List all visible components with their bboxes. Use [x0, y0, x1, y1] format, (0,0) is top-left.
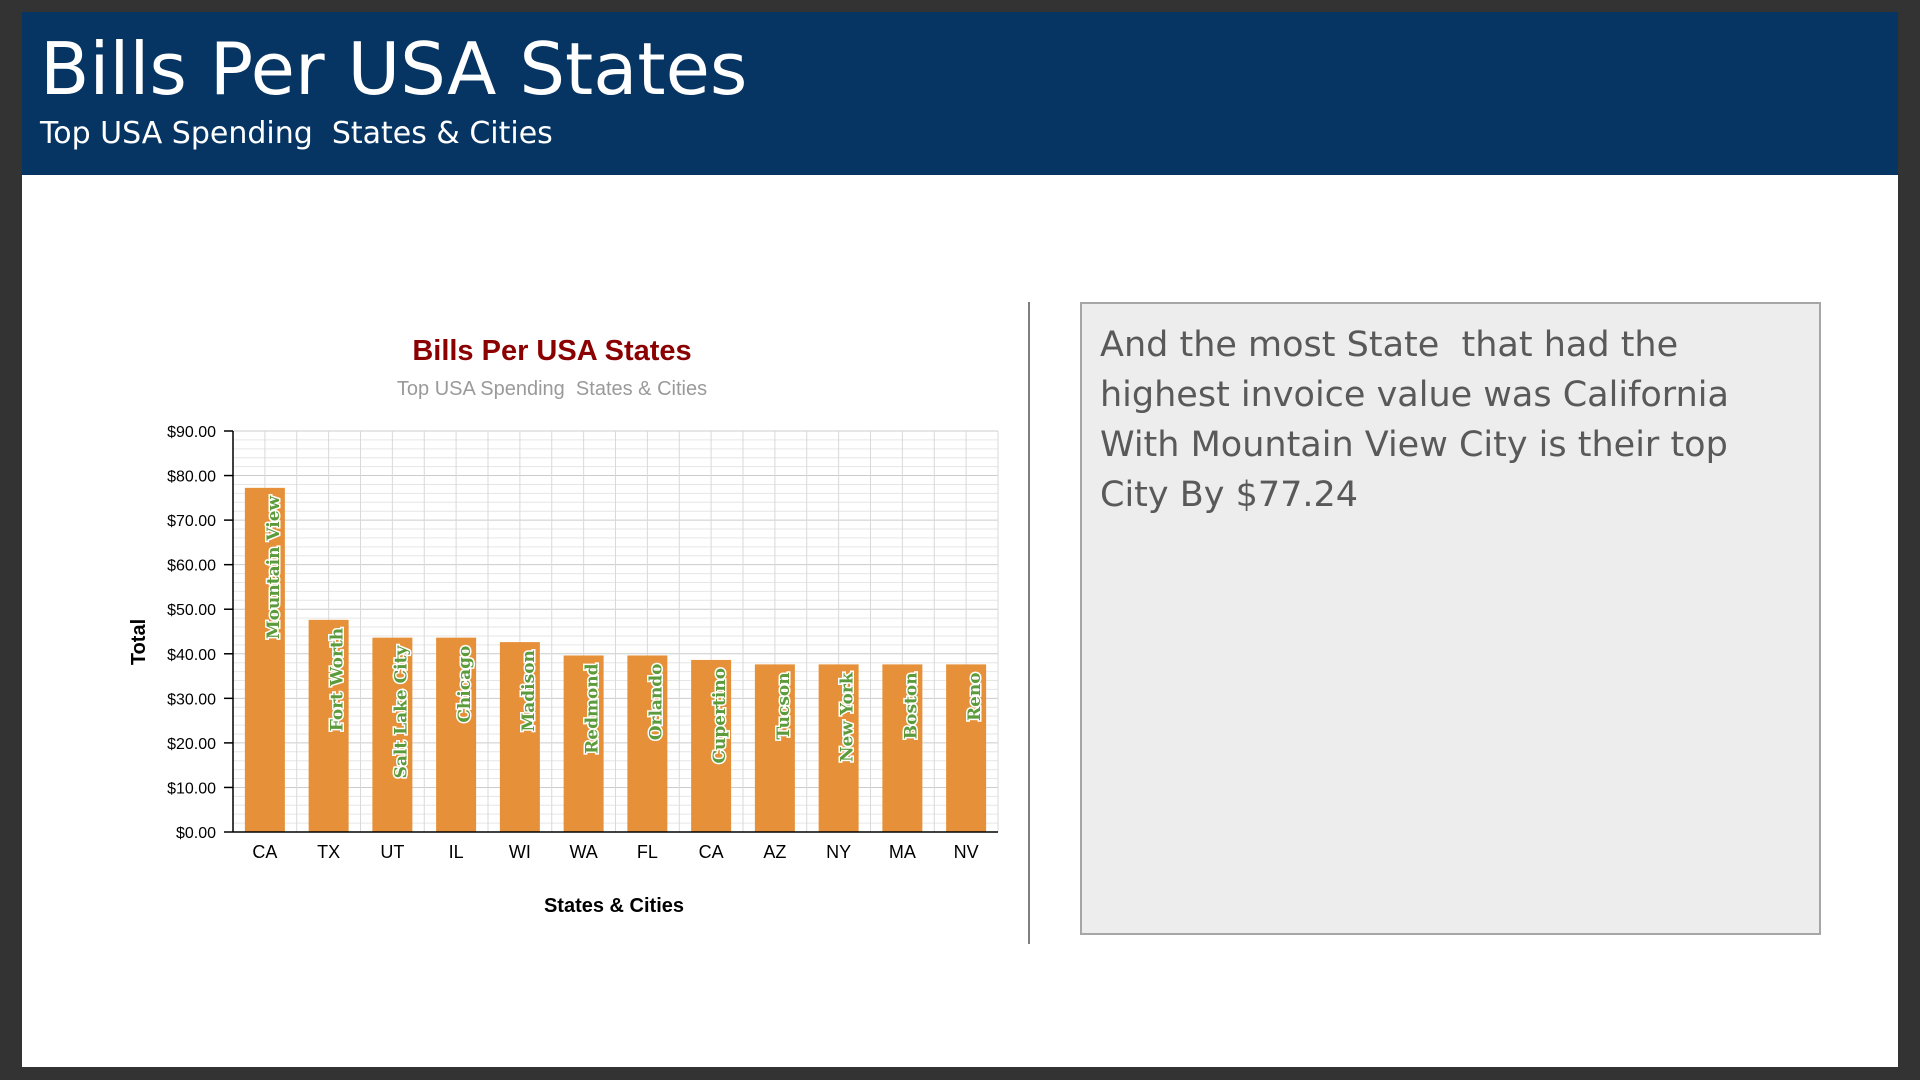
- y-tick-label: $10.00: [167, 780, 216, 797]
- y-axis-title: Total: [128, 619, 150, 665]
- y-tick-label: $50.00: [167, 602, 216, 619]
- summary-text: And the most State that had the highest …: [1100, 325, 1741, 515]
- y-tick-label: $70.00: [167, 513, 216, 530]
- chart-gridlines: [232, 430, 999, 833]
- bar: [563, 655, 604, 832]
- bar-city-label: Reno: [965, 672, 985, 721]
- slide-title: Bills Per USA States: [40, 27, 748, 111]
- bar-chart: Bills Per USA States Top USA Spending St…: [128, 335, 999, 917]
- bar: [372, 637, 413, 832]
- bar: [308, 619, 349, 832]
- x-tick-label: NY: [826, 842, 851, 862]
- bar-city-label: Mountain View: [264, 495, 284, 639]
- bar-city-label: Orlando: [646, 663, 666, 740]
- bar-city-label: Redmond: [583, 663, 603, 754]
- chart-subtitle: Top USA Spending States & Cities: [397, 378, 707, 400]
- bar-city-label: Madison: [519, 650, 539, 731]
- y-tick-label: $60.00: [167, 558, 216, 575]
- bar-city-label: Tucson: [774, 672, 794, 739]
- bar: [244, 487, 285, 832]
- bar-city-label: Chicago: [455, 646, 475, 723]
- bar: [436, 637, 477, 832]
- bar-city-label: Boston: [901, 672, 921, 739]
- x-tick-label: WI: [509, 842, 531, 862]
- bar: [882, 664, 923, 832]
- chart-title: Bills Per USA States: [412, 335, 691, 367]
- bar-city-label: Fort Worth: [328, 628, 348, 731]
- bar-city-label: Cupertino: [710, 668, 730, 764]
- y-tick-label: $0.00: [176, 825, 216, 842]
- chart-bars: Mountain View Fort Worth Salt Lake City Chi…: [244, 487, 987, 832]
- bar: [627, 655, 668, 832]
- vertical-divider: [1028, 302, 1030, 944]
- bar-city-label: New York: [838, 671, 858, 762]
- x-tick-label: AZ: [763, 842, 786, 862]
- x-tick-label: IL: [449, 842, 464, 862]
- y-tick-label: $20.00: [167, 736, 216, 753]
- x-tick-label: WA: [569, 842, 597, 862]
- x-tick-label: NV: [954, 842, 979, 862]
- slide-header: Bills Per USA States Top USA Spending St…: [22, 12, 1898, 175]
- bar-city-label: Salt Lake City: [391, 645, 411, 779]
- bar: [818, 664, 859, 832]
- slide: Bills Per USA States Top USA Spending St…: [22, 12, 1898, 1067]
- x-axis-title: States & Cities: [544, 895, 684, 917]
- x-tick-label: MA: [889, 842, 916, 862]
- summary-textbox: And the most State that had the highest …: [1080, 302, 1821, 935]
- bar: [754, 664, 795, 832]
- x-tick-label: CA: [699, 842, 724, 862]
- x-tick-label: FL: [637, 842, 658, 862]
- slide-subtitle: Top USA Spending States & Cities: [40, 116, 553, 151]
- chart-axes: $0.00 $10.00 $20.00 $30.00 $40.00 $50.00 $60.0…: [167, 424, 998, 862]
- x-tick-label: UT: [380, 842, 404, 862]
- y-tick-label: $40.00: [167, 647, 216, 664]
- x-tick-label: CA: [252, 842, 277, 862]
- bar: [691, 659, 732, 832]
- y-tick-label: $80.00: [167, 469, 216, 486]
- bar: [946, 664, 987, 832]
- y-tick-label: $30.00: [167, 691, 216, 708]
- y-tick-label: $90.00: [167, 424, 216, 441]
- bar: [499, 642, 540, 832]
- x-tick-label: TX: [317, 842, 340, 862]
